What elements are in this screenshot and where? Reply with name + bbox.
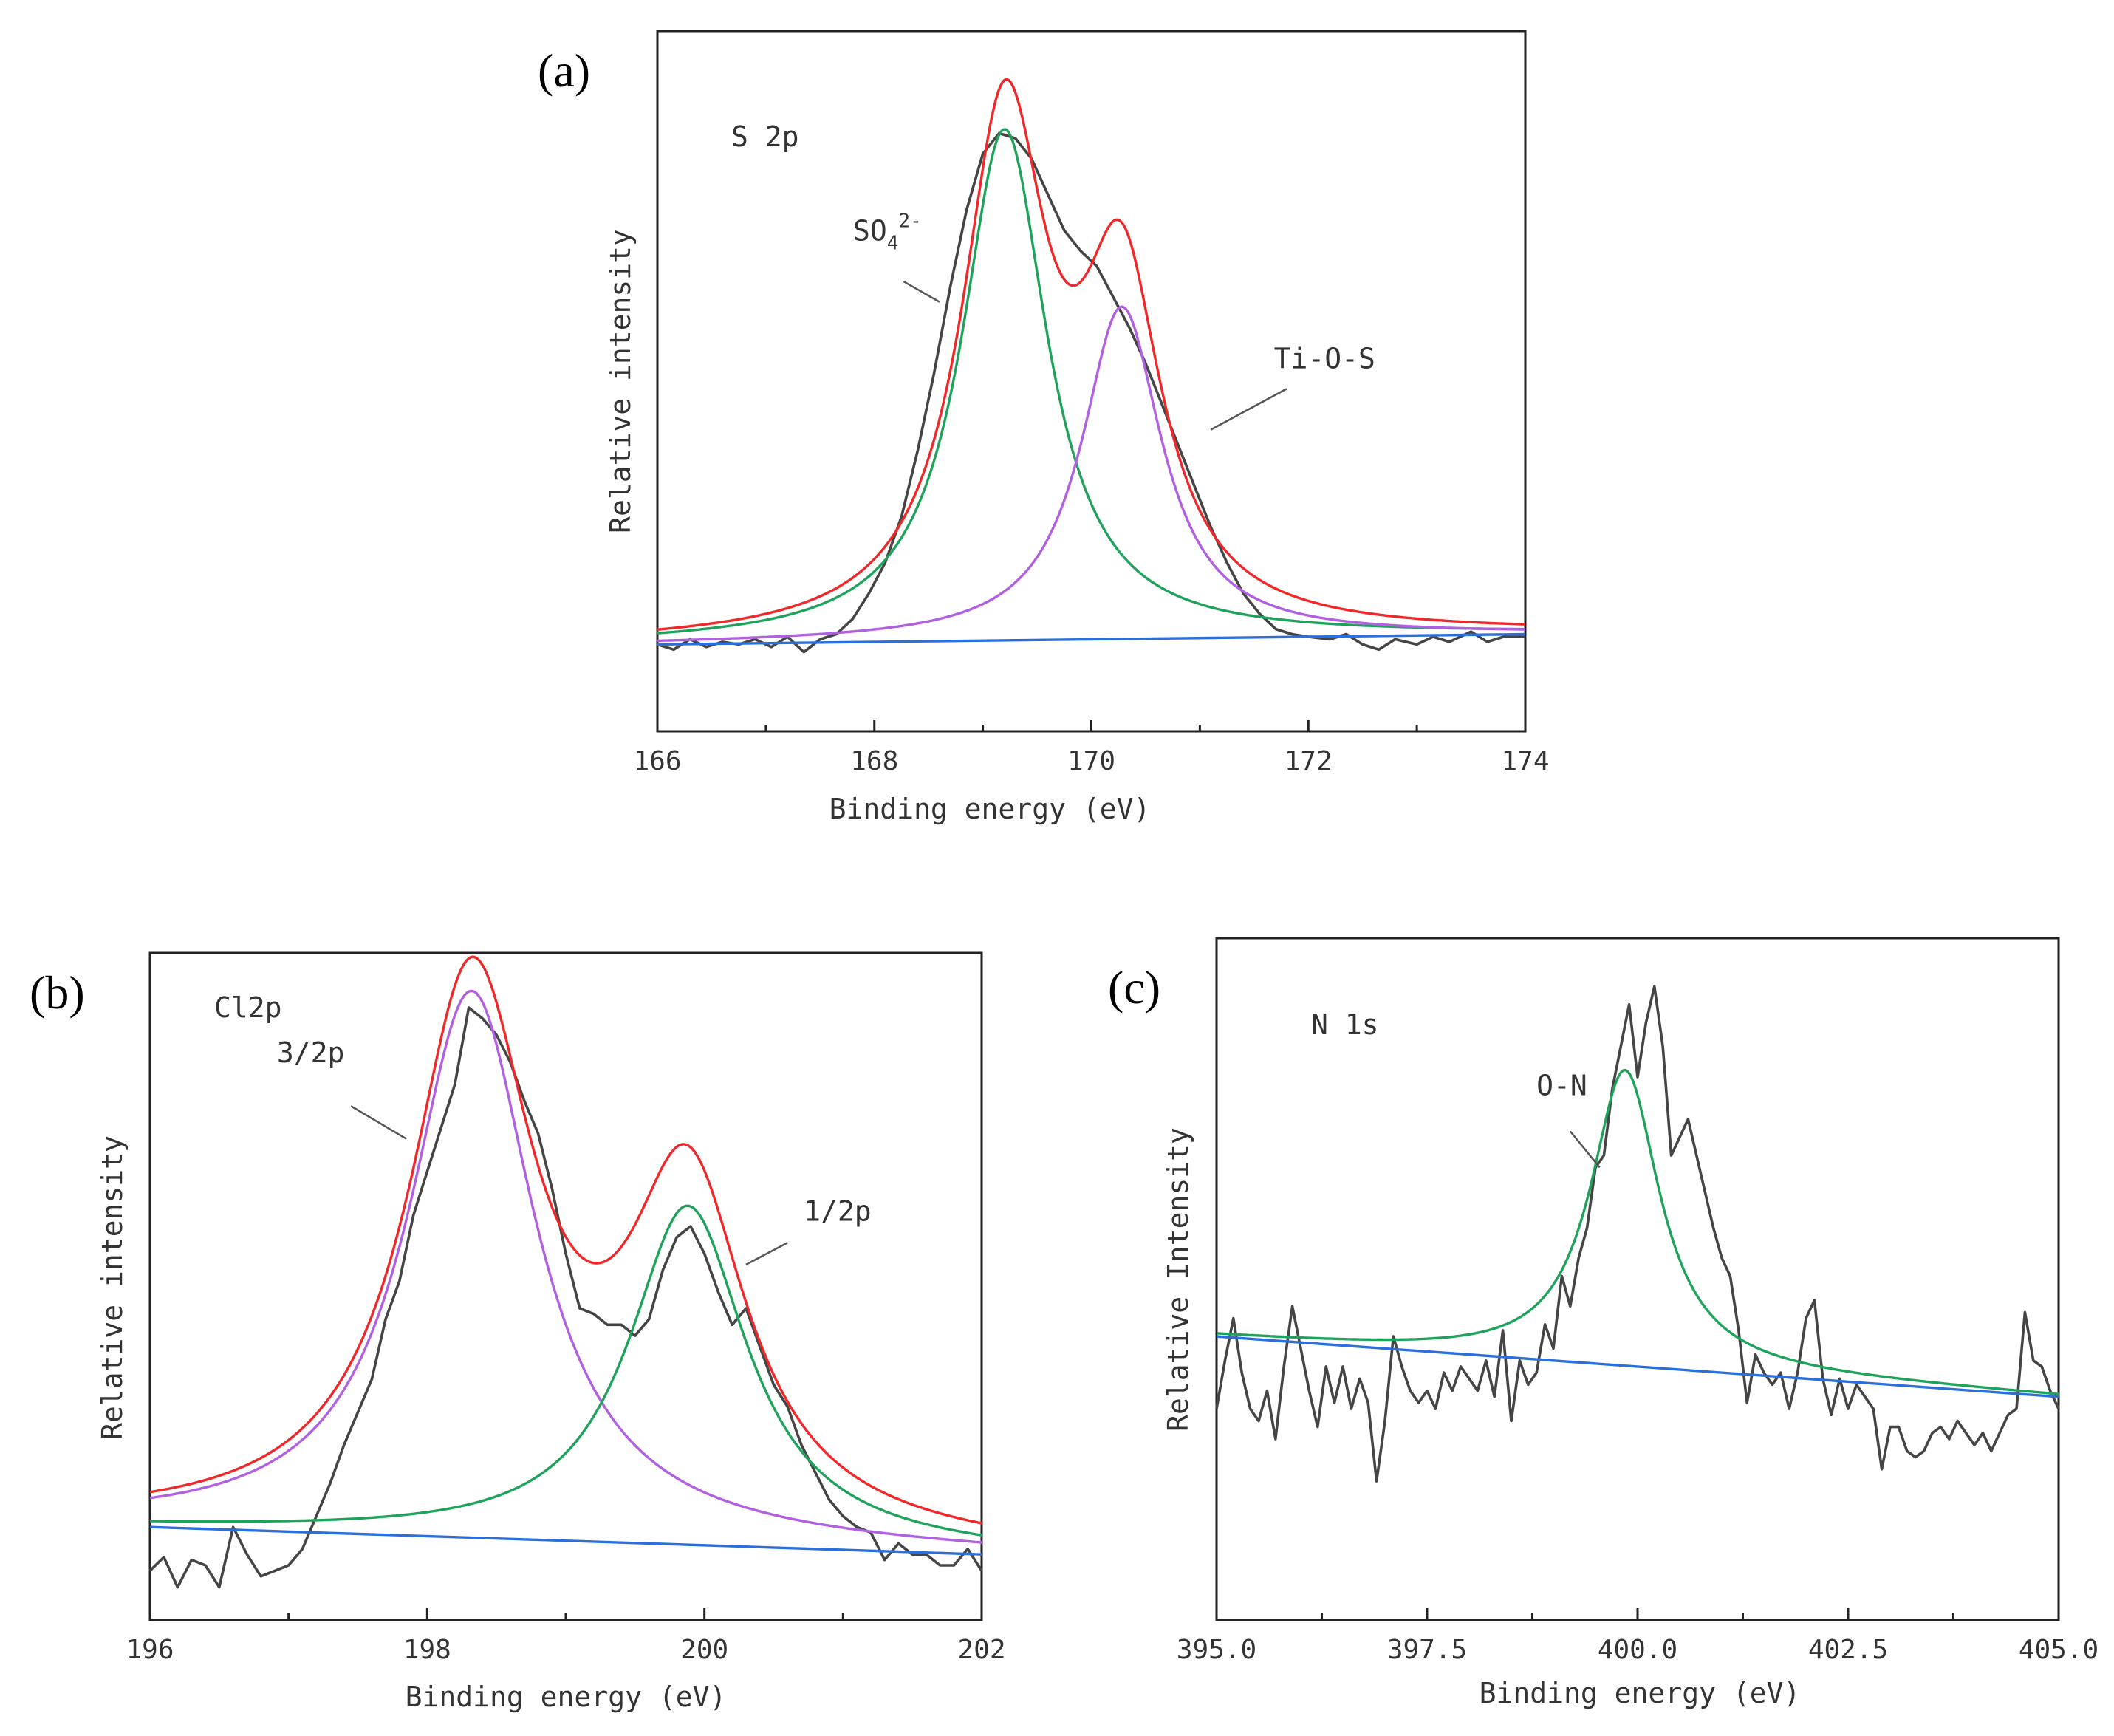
x-tick-label: 174 — [1501, 746, 1549, 776]
annotation-leader — [1569, 1130, 1601, 1169]
x-tick-label: 405.0 — [2019, 1635, 2098, 1665]
series-o-n-component — [1216, 1068, 2059, 1395]
panel-b-cl2p: (b) Cl2p Relative intensity Binding ener… — [30, 951, 1006, 1713]
annotation-leader — [903, 280, 940, 303]
x-tick-label: 166 — [633, 746, 681, 776]
series-baseline — [657, 632, 1526, 646]
x-tick-label: 202 — [957, 1635, 1005, 1665]
panel-label: (a) — [538, 44, 590, 97]
annotation-label: 1/2p — [804, 1195, 872, 1228]
annotation-subscript: 4 — [887, 233, 899, 255]
spectrum-title: N 1s — [1311, 1008, 1379, 1041]
panel-label: (c) — [1108, 961, 1160, 1014]
panel-a-s2p: (a) S 2p Relative intensity Binding ener… — [538, 30, 1550, 825]
annotation-label: O-N — [1536, 1069, 1587, 1101]
series-measured — [1215, 985, 2060, 1483]
annotation-leader — [1210, 388, 1287, 431]
series-measured — [657, 131, 1525, 654]
y-axis-label: Relative Intensity — [1162, 1127, 1194, 1432]
x-tick-label: 198 — [403, 1635, 451, 1665]
x-axis-label: Binding energy (eV) — [829, 793, 1151, 825]
x-tick-label: 172 — [1285, 746, 1333, 776]
panel-c-n1s: (c) N 1s Relative Intensity Binding ener… — [1108, 937, 2098, 1709]
series-ti-o-s-component — [657, 305, 1525, 643]
x-tick-label: 400.0 — [1598, 1635, 1677, 1665]
x-axis-label: Binding energy (eV) — [406, 1681, 727, 1713]
x-tick-label: 168 — [850, 746, 898, 776]
x-tick-label: 395.0 — [1177, 1635, 1256, 1665]
y-axis-label: Relative intensity — [604, 229, 637, 533]
x-tick-label: 402.5 — [1808, 1635, 1888, 1665]
y-axis-label: Relative intensity — [96, 1135, 129, 1440]
series-fit-envelope — [657, 78, 1526, 631]
x-tick-label: 397.5 — [1387, 1635, 1467, 1665]
spectrum-title: S 2p — [731, 120, 799, 153]
series-3-2p-component — [149, 989, 982, 1544]
series-baseline — [149, 1525, 982, 1556]
spectrum-title: Cl2p — [214, 991, 282, 1024]
x-axis-label: Binding energy (eV) — [1480, 1677, 1801, 1709]
panel-label: (b) — [30, 966, 85, 1019]
series-1-2p-component — [150, 1204, 982, 1537]
series-so4-2-component — [657, 128, 1525, 635]
series-fit-envelope — [149, 955, 982, 1525]
series-baseline — [1216, 1335, 2059, 1398]
annotation-leader — [350, 1105, 407, 1140]
annotation-superscript: 2- — [898, 211, 921, 233]
annotation-label: 3/2p — [277, 1036, 345, 1069]
x-tick-label: 196 — [126, 1635, 174, 1665]
x-tick-label: 170 — [1067, 746, 1115, 776]
series-measured — [148, 1006, 983, 1589]
annotation-label: Ti-O-S — [1274, 343, 1375, 375]
x-tick-label: 200 — [680, 1635, 728, 1665]
annotation-leader — [745, 1242, 788, 1265]
